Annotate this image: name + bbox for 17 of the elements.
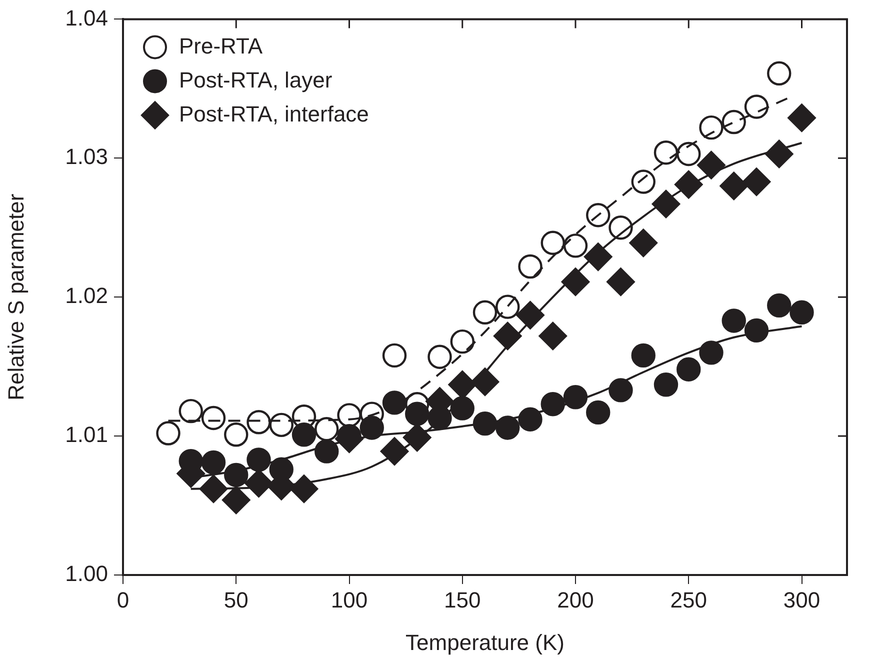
x-tick-label: 150 xyxy=(444,587,481,612)
x-tick-label: 250 xyxy=(670,587,707,612)
y-tick-label: 1.03 xyxy=(65,144,108,170)
legend-label: Post-RTA, layer xyxy=(179,67,332,92)
legend-label: Post-RTA, interface xyxy=(179,101,369,126)
y-tick-label: 1.01 xyxy=(65,422,108,448)
x-tick-label: 100 xyxy=(330,587,368,612)
y-tick-label: 1.02 xyxy=(65,283,108,308)
x-tick-label: 0 xyxy=(116,587,130,612)
y-axis-title: Relative S parameter xyxy=(3,194,28,400)
legend-label: Pre-RTA xyxy=(179,33,263,58)
y-tick-label: 1.04 xyxy=(65,5,108,30)
x-tick-label: 300 xyxy=(783,587,820,612)
x-axis-title: Temperature (K) xyxy=(406,630,564,655)
x-tick-label: 200 xyxy=(557,587,594,612)
y-tick-label: 1.00 xyxy=(65,561,108,586)
x-tick-label: 50 xyxy=(224,587,248,612)
